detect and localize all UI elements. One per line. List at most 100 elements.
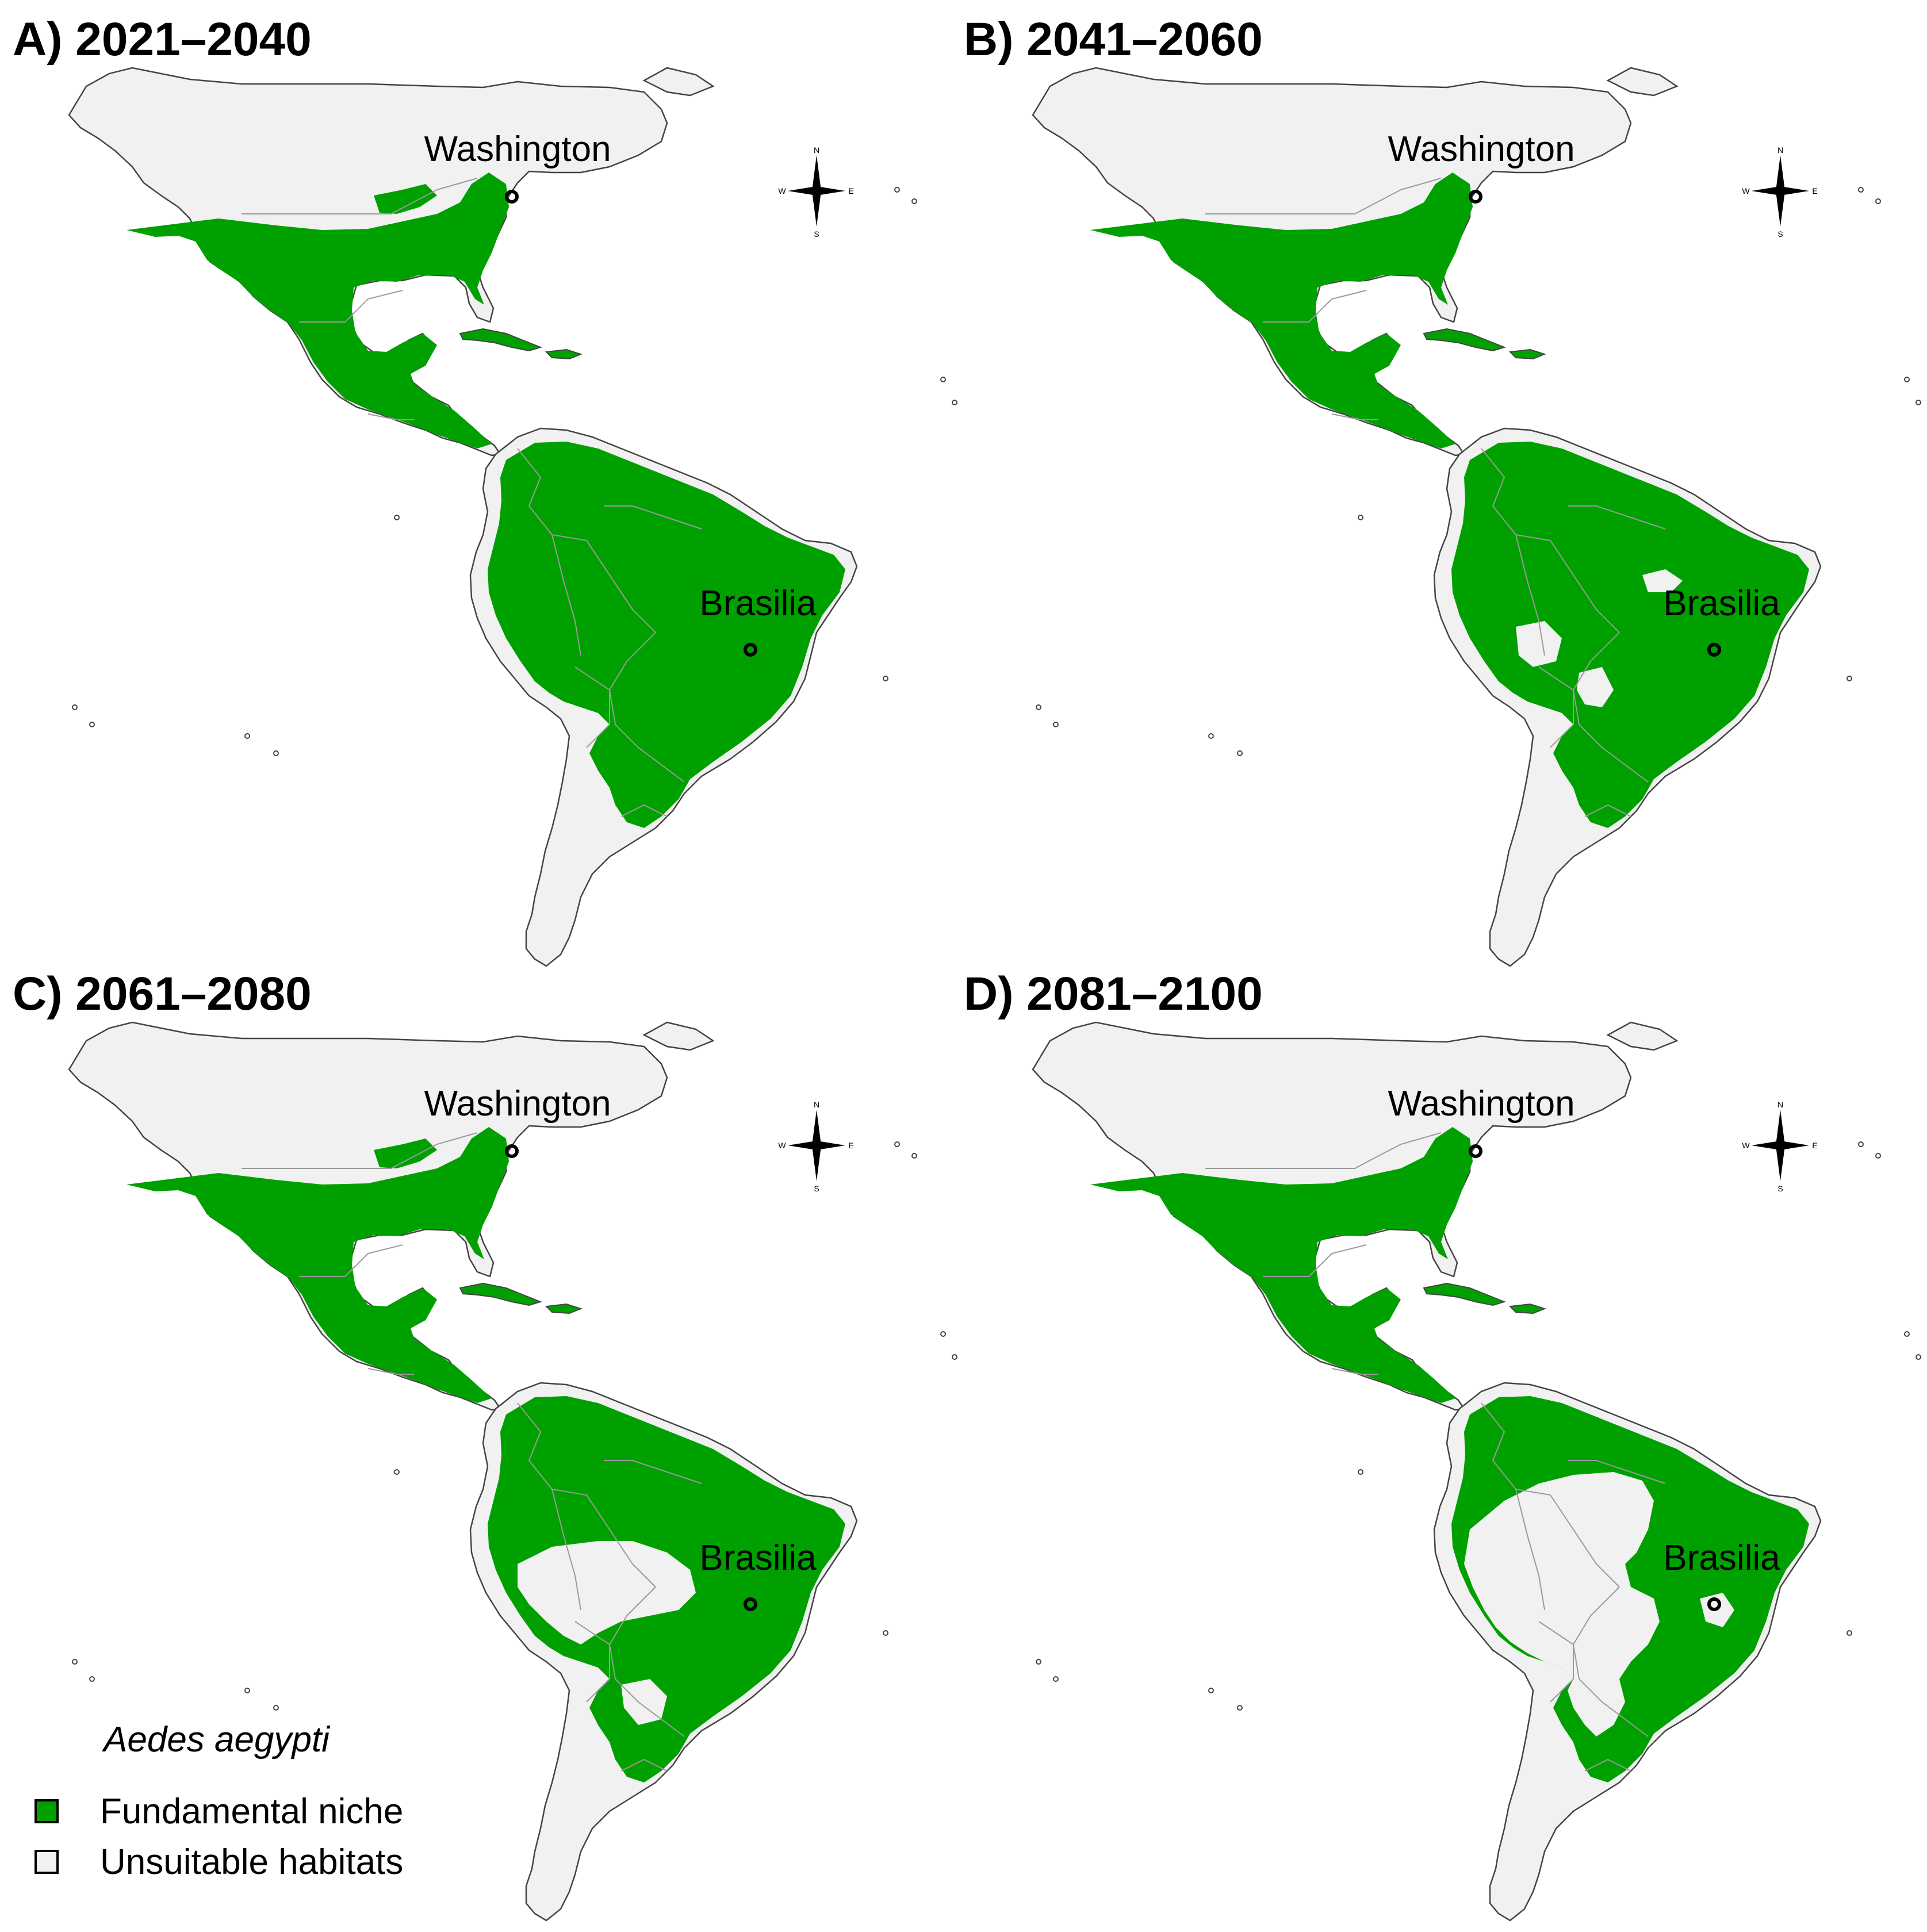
compass-we-arm	[788, 186, 845, 195]
panel-title-d: D) 2081–2100	[964, 968, 1263, 1020]
country-border-4	[1481, 1402, 1551, 1496]
niche-area-north-america	[1090, 1127, 1473, 1403]
small-island-2	[1875, 198, 1881, 204]
map-panel-d: D) 2081–2100 Washington Brasilia N S E W	[964, 954, 1927, 1932]
compass-label-e: E	[848, 1141, 853, 1150]
small-island-7	[72, 704, 78, 710]
small-island-10	[1237, 1705, 1243, 1711]
country-border-7	[1515, 534, 1545, 656]
city-label-brasilia: Brasilia	[1663, 584, 1780, 623]
country-border-5	[1550, 540, 1620, 633]
compass-label-n: N	[814, 1100, 819, 1109]
compass-label-n: N	[1777, 1100, 1783, 1109]
small-island-2	[1875, 1153, 1881, 1159]
niche-area-north-america-extra	[374, 1138, 437, 1168]
map-panel-c: C) 2061–2080 Washington Brasilia N S E W	[0, 954, 963, 1932]
niche-area-north-america-extra	[374, 184, 437, 214]
small-island-2	[911, 1153, 917, 1159]
panel-title-b: B) 2041–2060	[964, 13, 1263, 66]
panel-title-a: A) 2021–2040	[13, 13, 312, 66]
legend-swatch-fundamental-niche	[35, 1799, 59, 1823]
small-island-3	[940, 1331, 946, 1337]
map-panel-b: B) 2041–2060 Washington Brasilia N S E W	[964, 0, 1927, 967]
compass-label-w: W	[1742, 1141, 1750, 1150]
island-cuba	[459, 1282, 543, 1306]
country-border-5	[1550, 1494, 1620, 1588]
city-marker-brasilia	[1707, 643, 1721, 657]
country-border-9	[1568, 505, 1666, 530]
country-border-4	[517, 1402, 587, 1496]
legend-item-fundamental-niche: Fundamental niche	[35, 1788, 403, 1834]
city-marker-washington	[505, 190, 519, 204]
country-border-10	[574, 666, 610, 748]
unsuitable-gap-1	[1464, 1472, 1660, 1736]
legend-swatch-unsuitable-habitats	[35, 1850, 59, 1874]
legend-species-name: Aedes aegypti	[104, 1720, 330, 1759]
map-layers: Washington Brasilia N S E W	[68, 67, 957, 967]
compass-label-s: S	[814, 1184, 819, 1193]
small-island-4	[1915, 1354, 1921, 1360]
island-hispaniola	[545, 1303, 583, 1314]
niche-area-north-america	[127, 172, 509, 448]
compass-we-arm	[1752, 1141, 1809, 1150]
country-border-3	[1331, 413, 1378, 420]
small-island-9	[1208, 1688, 1214, 1693]
country-border-11	[1584, 804, 1631, 817]
compass-label-w: W	[1742, 186, 1750, 195]
landmass-greenland-tip	[642, 67, 715, 97]
compass-label-w: W	[778, 1141, 786, 1150]
city-marker-washington	[1469, 1144, 1482, 1158]
unsuitable-gap-1	[518, 1541, 696, 1644]
map-d: Washington Brasilia N S E W	[1032, 1021, 1921, 1922]
small-island-6	[883, 676, 888, 681]
country-border-7	[551, 1489, 581, 1611]
small-island-3	[1904, 377, 1910, 382]
panel-title-c: C) 2061–2080	[13, 968, 312, 1020]
compass-rose-icon: N S E W	[1742, 145, 1817, 239]
country-border-3	[1331, 1368, 1378, 1375]
country-border-10	[1538, 666, 1574, 748]
compass-label-e: E	[1812, 186, 1817, 195]
compass-label-w: W	[778, 186, 786, 195]
niche-area-north-america	[127, 1127, 509, 1403]
country-border-9	[1568, 1460, 1666, 1484]
city-label-washington: Washington	[424, 1084, 611, 1124]
map-panel-a: A) 2021–2040 Washington Brasilia N S E W	[0, 0, 963, 967]
compass-we-arm	[1752, 186, 1809, 195]
small-island-8	[89, 722, 95, 727]
country-border-8	[1579, 724, 1649, 783]
small-island-1	[1858, 187, 1864, 193]
city-label-brasilia: Brasilia	[699, 1538, 817, 1578]
small-island-10	[273, 1705, 279, 1711]
island-cuba	[459, 328, 543, 352]
compass-label-n: N	[814, 145, 819, 155]
country-border-2	[299, 1244, 403, 1277]
country-border-11	[1584, 1758, 1631, 1772]
small-island-1	[894, 1141, 900, 1147]
small-island-6	[883, 1630, 888, 1636]
country-border-11	[620, 804, 668, 817]
compass-label-e: E	[1812, 1141, 1817, 1150]
map-layers: Washington Brasilia N S E W	[1032, 67, 1921, 967]
small-island-10	[273, 750, 279, 756]
small-island-4	[952, 400, 957, 405]
unsuitable-gap-2	[621, 1679, 667, 1725]
map-b: Washington Brasilia N S E W	[1032, 67, 1921, 967]
legend-item-unsuitable-habitats: Unsuitable habitats	[35, 1839, 403, 1885]
unsuitable-gap-2	[1577, 667, 1614, 707]
country-border-10	[1538, 1621, 1574, 1703]
small-island-8	[89, 1676, 95, 1682]
compass-label-s: S	[1777, 1184, 1783, 1193]
city-marker-brasilia	[744, 1597, 757, 1611]
island-cuba	[1423, 328, 1507, 352]
small-island-4	[1915, 400, 1921, 405]
country-border-7	[551, 534, 581, 656]
landmass-greenland-tip	[1606, 1021, 1679, 1051]
city-label-brasilia: Brasilia	[699, 584, 817, 623]
city-label-washington: Washington	[424, 129, 611, 169]
country-border-8	[1579, 1678, 1649, 1737]
small-island-9	[244, 733, 250, 739]
country-border-1	[1205, 178, 1442, 214]
country-border-9	[604, 505, 702, 530]
country-border-8	[615, 1678, 685, 1737]
